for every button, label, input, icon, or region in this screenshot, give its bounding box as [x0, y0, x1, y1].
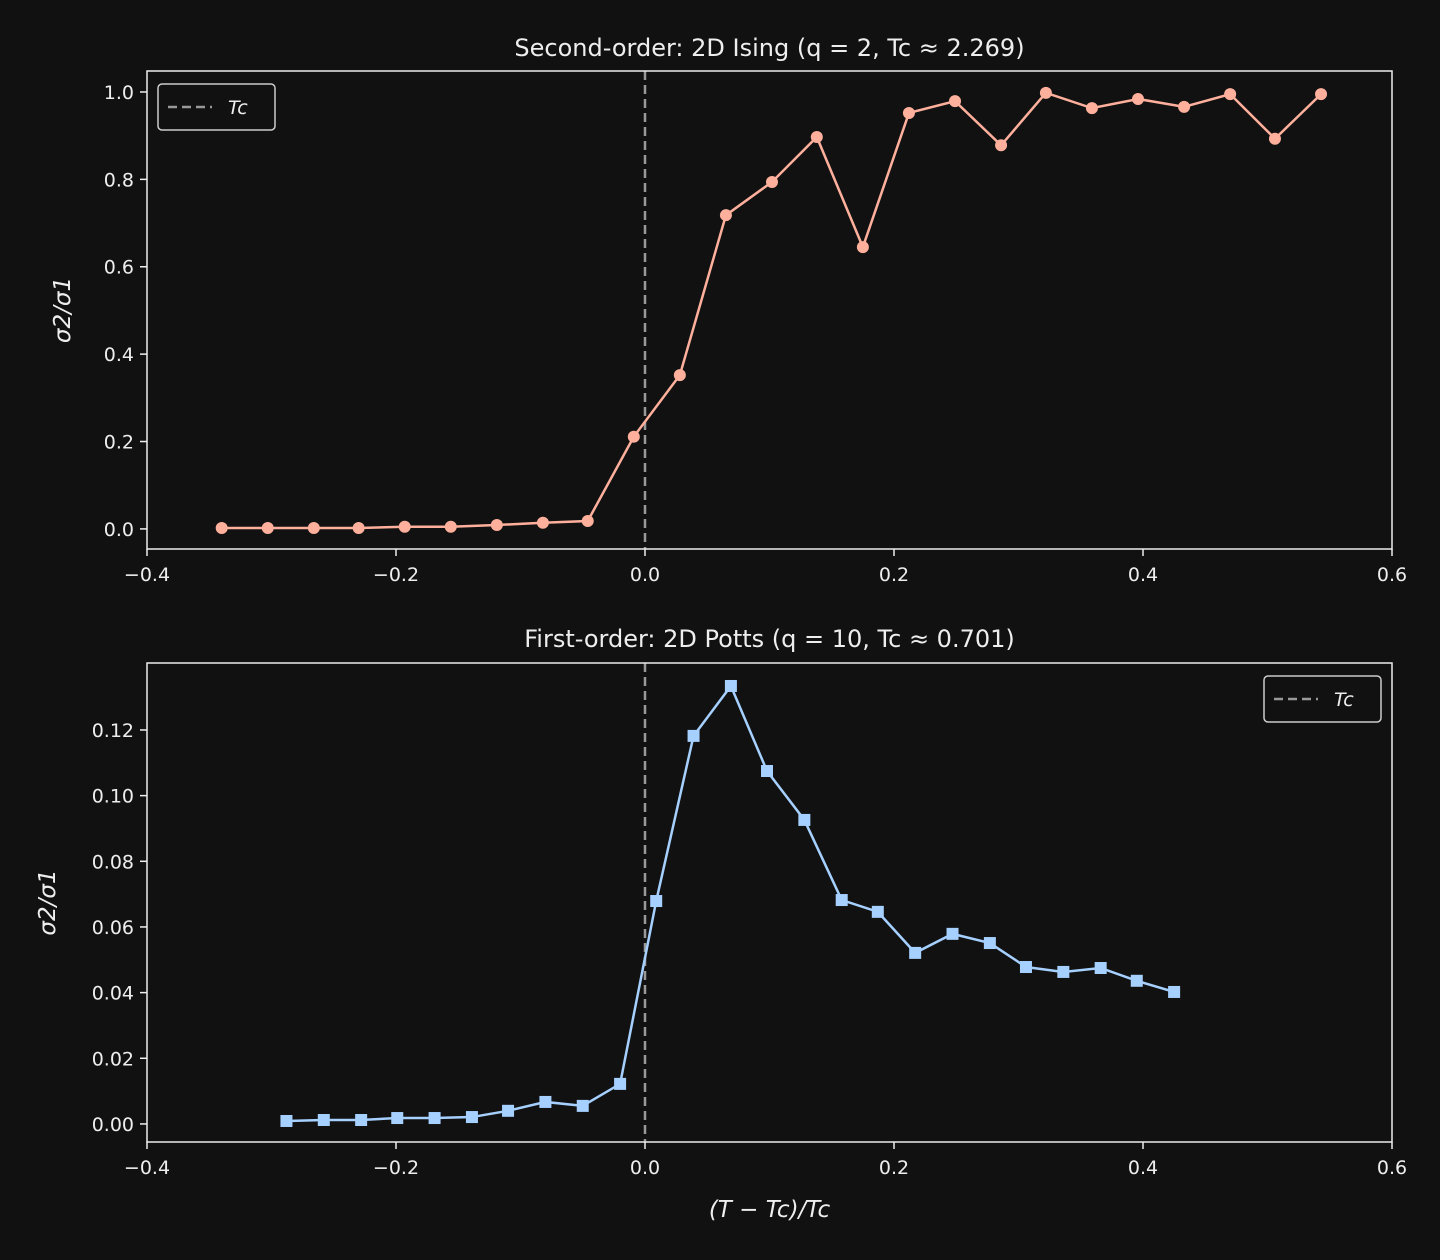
axes-frame: [146, 662, 1393, 1143]
legend-box: [1263, 675, 1382, 723]
y-axis-label: σ2/σ1: [35, 869, 61, 935]
chart-title: First-order: 2D Potts (q = 10, Tc ≈ 0.70…: [524, 625, 1015, 653]
data-point: [490, 518, 503, 531]
data-point: [1039, 86, 1052, 99]
data-point: [810, 130, 823, 143]
x-tick-label: 0.2: [879, 1157, 909, 1179]
x-tick-label: 0.6: [1377, 1157, 1407, 1179]
data-point: [502, 1104, 515, 1117]
y-tick-label: 0.8: [104, 169, 134, 191]
x-tick-label: 0.0: [630, 1157, 660, 1179]
y-axis-label: σ2/σ1: [50, 277, 76, 343]
x-axis-label: (T − Tc)/Tc: [709, 1197, 831, 1223]
data-point: [261, 522, 274, 535]
data-point: [539, 1095, 552, 1108]
data-point: [317, 1114, 330, 1127]
legend: Tc: [157, 83, 276, 131]
x-tick-label: −0.4: [124, 1157, 170, 1179]
data-point: [576, 1099, 589, 1112]
legend-label: Tc: [228, 97, 248, 119]
subplot-1: Second-order: 2D Ising (q = 2, Tc ≈ 2.26…: [50, 34, 1407, 586]
chart-title: Second-order: 2D Ising (q = 2, Tc ≈ 2.26…: [514, 34, 1024, 62]
y-tick-label: 0.12: [92, 720, 134, 742]
legend: Tc: [1263, 675, 1382, 723]
y-tick-label: 0.04: [92, 983, 134, 1005]
data-point: [946, 927, 959, 940]
x-tick-label: 0.4: [1128, 1157, 1158, 1179]
data-point: [465, 1111, 478, 1124]
y-tick-label: 0.2: [104, 432, 134, 454]
data-point: [983, 937, 996, 950]
data-point: [909, 946, 922, 959]
data-point: [871, 905, 884, 918]
data-point: [761, 765, 774, 778]
legend-box: [157, 83, 276, 131]
series-line: [221, 91, 1322, 530]
data-point: [650, 895, 663, 908]
x-tick-label: −0.2: [373, 1157, 419, 1179]
data-point: [1057, 965, 1070, 978]
data-point: [1132, 92, 1145, 105]
data-point: [614, 1077, 627, 1090]
data-point: [765, 175, 778, 188]
y-tick-label: 0.4: [104, 344, 134, 366]
axes-frame: [146, 70, 1393, 550]
data-point: [724, 679, 737, 692]
x-tick-label: 0.4: [1128, 564, 1158, 586]
y-tick-label: 0.00: [92, 1114, 134, 1136]
data-point: [719, 209, 732, 222]
data-point: [1130, 974, 1143, 987]
data-point: [995, 139, 1008, 152]
data-point: [1085, 102, 1098, 115]
x-tick-label: 0.6: [1377, 564, 1407, 586]
data-point: [687, 729, 700, 742]
data-point: [902, 106, 915, 119]
data-point: [428, 1112, 441, 1125]
x-tick-label: −0.2: [373, 564, 419, 586]
y-tick-label: 0.10: [92, 786, 134, 808]
data-point: [391, 1112, 404, 1125]
data-point: [444, 520, 457, 533]
y-tick-label: 1.0: [104, 82, 134, 104]
data-point: [627, 430, 640, 443]
subplot-2: First-order: 2D Potts (q = 10, Tc ≈ 0.70…: [35, 625, 1407, 1223]
y-tick-label: 0.02: [92, 1048, 134, 1070]
data-point: [949, 95, 962, 108]
data-point: [536, 516, 549, 529]
data-point: [581, 515, 594, 528]
y-tick-label: 0.06: [92, 917, 134, 939]
x-tick-label: 0.2: [879, 564, 909, 586]
data-point: [215, 522, 228, 535]
y-tick-label: 0.6: [104, 257, 134, 279]
data-point: [673, 369, 686, 382]
data-point: [355, 1114, 368, 1127]
y-tick-label: 0.0: [104, 519, 134, 541]
data-point: [1094, 961, 1107, 974]
data-point: [1019, 961, 1032, 974]
y-tick-label: 0.08: [92, 851, 134, 873]
series-line: [286, 683, 1175, 1123]
data-point: [307, 522, 320, 535]
data-point: [1268, 132, 1281, 145]
data-point: [1224, 88, 1237, 101]
data-point: [1315, 88, 1328, 101]
data-point: [352, 522, 365, 535]
legend-label: Tc: [1334, 689, 1354, 711]
data-point: [835, 894, 848, 907]
x-tick-label: −0.4: [124, 564, 170, 586]
data-point: [1178, 100, 1191, 113]
data-point: [398, 520, 411, 533]
data-point: [798, 813, 811, 826]
data-point: [1168, 985, 1181, 998]
data-point: [280, 1114, 293, 1127]
x-tick-label: 0.0: [630, 564, 660, 586]
data-point: [856, 241, 869, 254]
